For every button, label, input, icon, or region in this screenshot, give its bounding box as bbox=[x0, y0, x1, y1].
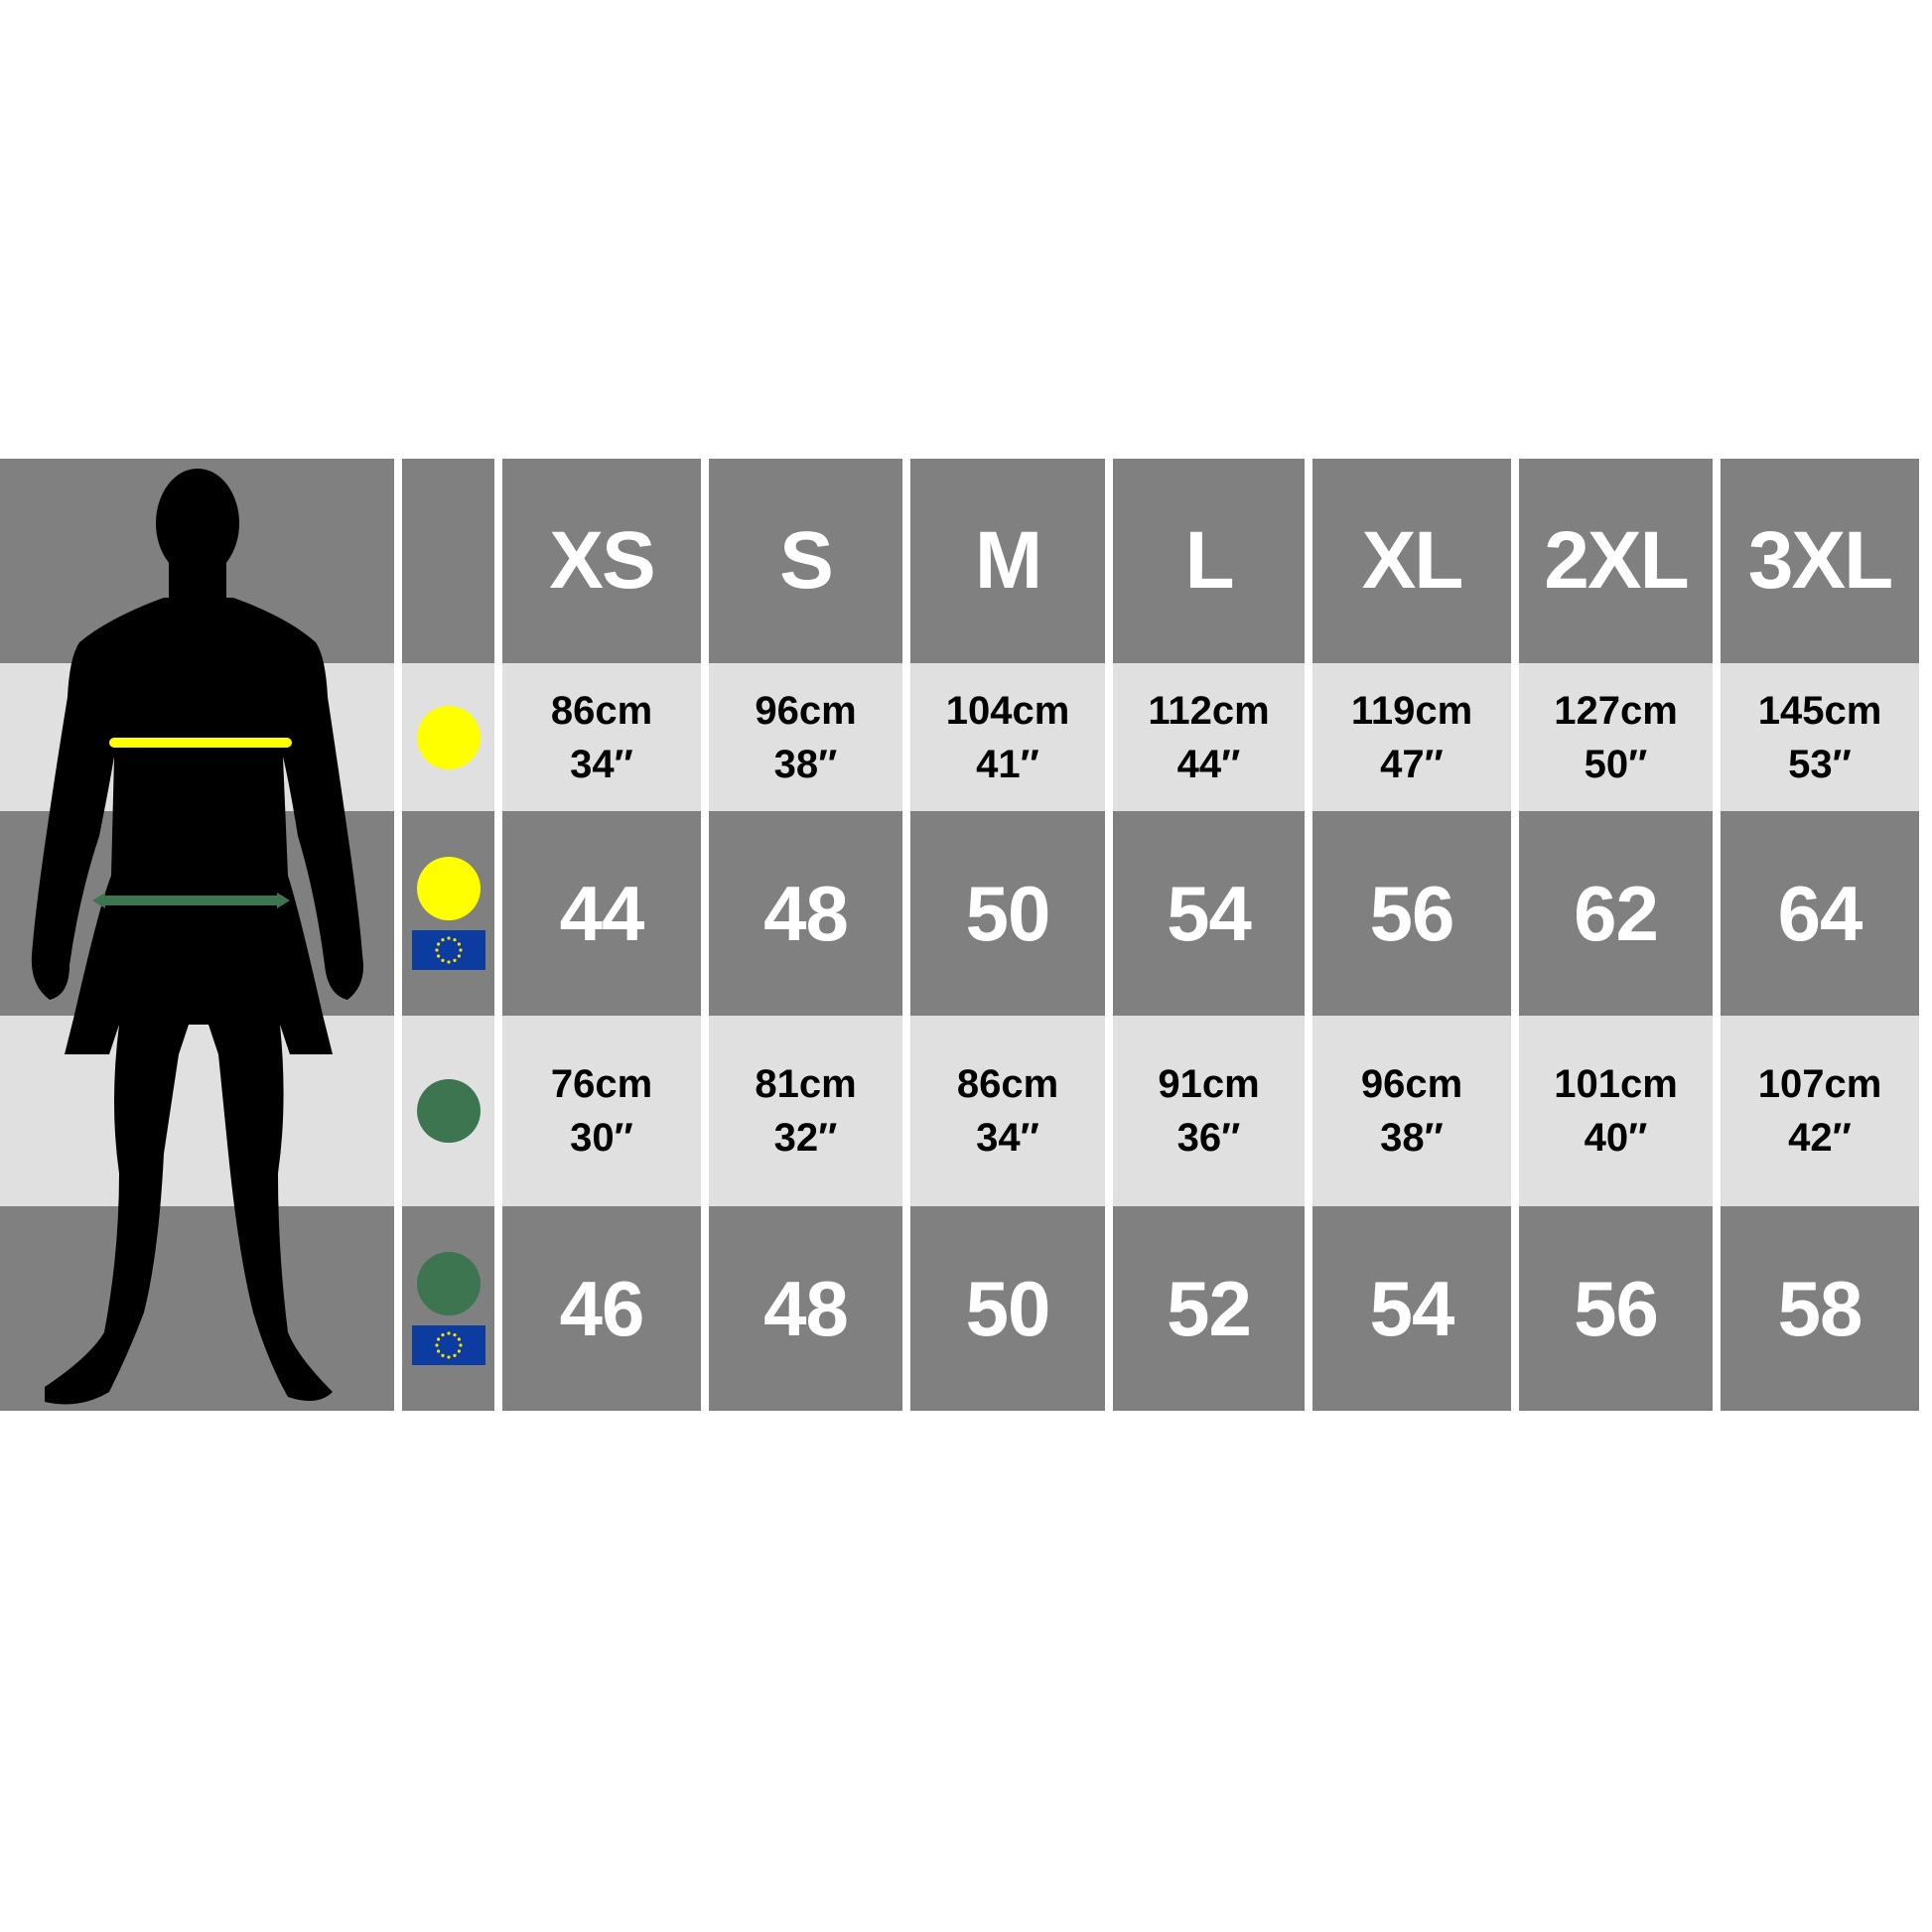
measurement-cell: 76cm 30″ bbox=[502, 1016, 701, 1206]
measurement-cell: 104cm 41″ bbox=[910, 663, 1105, 811]
icon-header-cell bbox=[402, 459, 494, 663]
size-header: XS bbox=[502, 459, 701, 663]
inches-value: 44″ bbox=[1176, 742, 1241, 786]
cm-value: 91cm bbox=[1158, 1062, 1260, 1106]
measurement-cell: 96cm 38″ bbox=[1312, 1016, 1511, 1206]
eu-size-cell: 48 bbox=[709, 811, 902, 1016]
eu-size-cell: 56 bbox=[1519, 1206, 1713, 1411]
inches-value: 38″ bbox=[773, 742, 838, 786]
figure-cell bbox=[0, 1016, 394, 1206]
eu-size-cell: 54 bbox=[1312, 1206, 1511, 1411]
chest-marker-icon bbox=[416, 705, 481, 769]
eu-size-cell: 64 bbox=[1721, 811, 1919, 1016]
eu-size-cell: 52 bbox=[1113, 1206, 1305, 1411]
inches-value: 40″ bbox=[1584, 1116, 1648, 1160]
eu-size-cell: 50 bbox=[910, 811, 1105, 1016]
cm-value: 104cm bbox=[945, 688, 1070, 733]
measurement-cell: 127cm 50″ bbox=[1519, 663, 1713, 811]
inches-value: 36″ bbox=[1176, 1116, 1241, 1160]
row-marker-cell bbox=[402, 663, 494, 811]
size-chart-table: XS S M L XL 2XL 3XL 86cm 34″ 96cm 38″ 104cm 41″ 112cm… bbox=[0, 459, 1919, 1411]
cm-value: 112cm bbox=[1148, 688, 1270, 733]
measurement-cell: 96cm 38″ bbox=[709, 663, 902, 811]
row-marker-cell bbox=[402, 1206, 494, 1411]
figure-cell bbox=[0, 811, 394, 1016]
measurement-cell: 107cm 42″ bbox=[1721, 1016, 1919, 1206]
row-marker-cell bbox=[402, 811, 494, 1016]
inches-value: 32″ bbox=[773, 1116, 838, 1160]
eu-size-cell: 56 bbox=[1312, 811, 1511, 1016]
eu-flag-icon bbox=[411, 930, 485, 970]
cm-value: 101cm bbox=[1554, 1062, 1678, 1106]
measurement-cell: 86cm 34″ bbox=[910, 1016, 1105, 1206]
cm-value: 119cm bbox=[1350, 688, 1473, 733]
cm-value: 96cm bbox=[1360, 1062, 1463, 1106]
inches-value: 30″ bbox=[570, 1116, 633, 1160]
eu-size-cell: 54 bbox=[1113, 811, 1305, 1016]
measurement-cell: 86cm 34″ bbox=[502, 663, 701, 811]
inches-value: 47″ bbox=[1380, 742, 1444, 786]
cm-value: 96cm bbox=[755, 688, 857, 733]
size-header: XL bbox=[1312, 459, 1511, 663]
inches-value: 34″ bbox=[570, 742, 633, 786]
size-header: L bbox=[1113, 459, 1305, 663]
measurement-cell: 112cm 44″ bbox=[1113, 663, 1305, 811]
measurement-cell: 81cm 32″ bbox=[709, 1016, 902, 1206]
cm-value: 145cm bbox=[1757, 688, 1882, 733]
eu-size-cell: 46 bbox=[502, 1206, 701, 1411]
eu-size-cell: 48 bbox=[709, 1206, 902, 1411]
size-header: 3XL bbox=[1721, 459, 1919, 663]
eu-size-cell: 50 bbox=[910, 1206, 1105, 1411]
figure-cell bbox=[0, 663, 394, 811]
chest-marker-icon bbox=[416, 857, 481, 920]
size-header: M bbox=[910, 459, 1105, 663]
inches-value: 34″ bbox=[976, 1116, 1039, 1160]
waist-marker-icon bbox=[416, 1252, 481, 1315]
eu-size-cell: 44 bbox=[502, 811, 701, 1016]
eu-size-cell: 62 bbox=[1519, 811, 1713, 1016]
cm-value: 86cm bbox=[956, 1062, 1059, 1106]
figure-cell bbox=[0, 1206, 394, 1411]
waist-marker-icon bbox=[416, 1079, 481, 1143]
measurement-cell: 101cm 40″ bbox=[1519, 1016, 1713, 1206]
cm-value: 81cm bbox=[755, 1062, 857, 1106]
inches-value: 50″ bbox=[1584, 742, 1648, 786]
inches-value: 42″ bbox=[1788, 1116, 1852, 1160]
measurement-cell: 119cm 47″ bbox=[1312, 663, 1511, 811]
measurement-cell: 91cm 36″ bbox=[1113, 1016, 1305, 1206]
cm-value: 107cm bbox=[1757, 1062, 1882, 1106]
eu-flag-icon bbox=[411, 1325, 485, 1365]
inches-value: 41″ bbox=[976, 742, 1039, 786]
cm-value: 76cm bbox=[550, 1062, 653, 1106]
measurement-cell: 145cm 53″ bbox=[1721, 663, 1919, 811]
eu-size-cell: 58 bbox=[1721, 1206, 1919, 1411]
row-marker-cell bbox=[402, 1016, 494, 1206]
inches-value: 38″ bbox=[1380, 1116, 1444, 1160]
size-header: S bbox=[709, 459, 902, 663]
cm-value: 86cm bbox=[550, 688, 653, 733]
cm-value: 127cm bbox=[1554, 688, 1678, 733]
inches-value: 53″ bbox=[1788, 742, 1852, 786]
figure-cell bbox=[0, 459, 394, 663]
size-header: 2XL bbox=[1519, 459, 1713, 663]
